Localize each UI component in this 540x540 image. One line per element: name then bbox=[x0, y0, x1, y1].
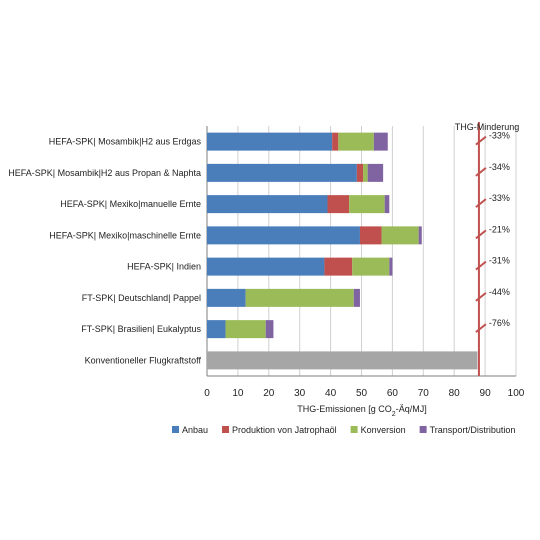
bar-segment bbox=[349, 195, 385, 214]
bar-segment bbox=[207, 257, 325, 276]
bar-segment bbox=[324, 257, 353, 276]
legend-label: Konversion bbox=[361, 425, 406, 435]
bar-segment bbox=[207, 320, 226, 339]
legend-swatch bbox=[419, 426, 427, 433]
threshold-line bbox=[475, 122, 487, 376]
bar-segment bbox=[373, 132, 388, 151]
legend-swatch bbox=[350, 426, 358, 433]
legend-label: Transport/Distribution bbox=[430, 425, 516, 435]
reduction-header: THG-Minderung bbox=[455, 122, 520, 132]
reduction-tick bbox=[475, 135, 487, 146]
bar-segment bbox=[363, 163, 368, 182]
category-label: HEFA-SPK| Mosambik|H2 aus Propan & Napht… bbox=[8, 168, 201, 178]
x-axis-label-sub: 2 bbox=[392, 411, 396, 418]
x-tick-label: 10 bbox=[232, 388, 244, 399]
x-tick-label: 40 bbox=[325, 388, 337, 399]
bar-segment bbox=[338, 132, 374, 151]
reduction-tick bbox=[475, 167, 487, 177]
bar-segment bbox=[367, 163, 384, 182]
bar-segment bbox=[332, 132, 339, 151]
x-tick-label: 80 bbox=[449, 388, 461, 399]
category-label: HEFA-SPK| Mexiko|manuelle Ernte bbox=[60, 199, 201, 209]
reduction-label: -33% bbox=[489, 193, 510, 203]
category-label: HEFA-SPK| Indien bbox=[127, 262, 201, 272]
reference-bar bbox=[207, 351, 478, 370]
bar-segment bbox=[356, 163, 364, 182]
x-axis-label-tail: -Äq/MJ] bbox=[396, 404, 427, 414]
x-tick-label: 60 bbox=[387, 388, 399, 399]
category-label: HEFA-SPK| Mosambik|H2 aus Erdgas bbox=[49, 137, 202, 147]
reduction-label: -44% bbox=[489, 287, 510, 297]
bar-segment bbox=[207, 226, 360, 245]
bar-segment bbox=[207, 288, 246, 307]
category-label: Konventioneller Flugkraftstoff bbox=[85, 355, 202, 365]
bar-segment bbox=[225, 320, 266, 339]
legend-label: Produktion von Jatrophaöl bbox=[232, 425, 337, 435]
bar-segment bbox=[384, 195, 390, 214]
bar-segment bbox=[245, 288, 354, 307]
bar-segment bbox=[265, 320, 274, 339]
reduction-label: -33% bbox=[489, 131, 510, 141]
reduction-tick bbox=[475, 198, 487, 208]
bar-segment bbox=[389, 257, 393, 276]
reduction-tick bbox=[475, 229, 487, 240]
bar-segment bbox=[207, 132, 333, 151]
x-tick-labels: 0 10 20 30 40 50 60 70 80 90 100 bbox=[204, 388, 525, 399]
category-labels: HEFA-SPK| Mosambik|H2 aus Erdgas HEFA-SPK… bbox=[8, 137, 201, 366]
legend-swatch bbox=[172, 426, 179, 433]
bars bbox=[207, 132, 478, 370]
x-tick-label: 50 bbox=[356, 388, 368, 399]
legend-swatch bbox=[222, 426, 230, 433]
reduction-label: -34% bbox=[489, 162, 510, 172]
x-tick-label: 100 bbox=[508, 388, 525, 399]
category-label: FT-SPK| Brasilien| Eukalyptus bbox=[81, 324, 201, 334]
legend: Anbau Produktion von Jatrophaöl Konversion… bbox=[172, 425, 515, 435]
bar-segment bbox=[327, 195, 350, 214]
reduction-label: -21% bbox=[489, 224, 510, 234]
bar-segment bbox=[381, 226, 419, 245]
x-axis-label-main: THG-Emissionen [g CO bbox=[297, 404, 392, 414]
bar-segment bbox=[353, 288, 360, 307]
reduction-tick bbox=[475, 323, 487, 333]
legend-label: Anbau bbox=[182, 425, 208, 435]
reduction-label: -31% bbox=[489, 256, 510, 266]
category-label: HEFA-SPK| Mexiko|maschinelle Ernte bbox=[49, 230, 201, 240]
reduction-tick bbox=[475, 260, 487, 271]
x-tick-label: 70 bbox=[418, 388, 430, 399]
bar-segment bbox=[418, 226, 422, 245]
reduction-tick bbox=[475, 292, 487, 302]
reduction-label: -76% bbox=[489, 318, 510, 328]
x-axis-label: THG-Emissionen [g CO2-Äq/MJ] bbox=[297, 404, 426, 418]
reduction-labels: -33% -34% -33% -21% -31% -44% -76% bbox=[489, 131, 510, 329]
gridlines bbox=[206, 126, 517, 377]
x-tick-label: 30 bbox=[294, 388, 306, 399]
bar-segment bbox=[352, 257, 390, 276]
bar-segment bbox=[207, 195, 328, 214]
bar-segment bbox=[207, 163, 357, 182]
bar-segment bbox=[359, 226, 382, 245]
x-tick-label: 20 bbox=[263, 388, 275, 399]
x-tick-label: 0 bbox=[204, 388, 210, 399]
category-label: FT-SPK| Deutschland| Pappel bbox=[82, 293, 201, 303]
x-tick-label: 90 bbox=[480, 388, 492, 399]
